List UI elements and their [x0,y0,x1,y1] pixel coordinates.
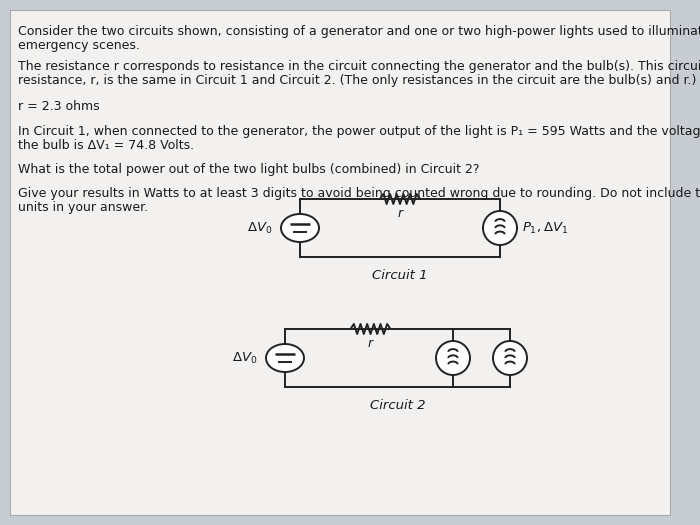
Text: units in your answer.: units in your answer. [18,201,148,214]
Ellipse shape [281,214,319,242]
Text: $P_1, \Delta V_1$: $P_1, \Delta V_1$ [522,220,568,236]
Circle shape [483,211,517,245]
Text: Circuit 1: Circuit 1 [372,269,428,282]
Text: $\Delta V_0$: $\Delta V_0$ [232,351,257,365]
Text: r = 2.3 ohms: r = 2.3 ohms [18,100,99,113]
Text: resistance, r, is the same in Circuit 1 and Circuit 2. (The only resistances in : resistance, r, is the same in Circuit 1 … [18,74,696,87]
Circle shape [436,341,470,375]
Text: In Circuit 1, when connected to the generator, the power output of the light is : In Circuit 1, when connected to the gene… [18,125,700,138]
Text: r: r [398,207,402,220]
Text: r: r [368,337,373,350]
Text: $\Delta V_0$: $\Delta V_0$ [246,220,272,236]
FancyBboxPatch shape [10,10,670,515]
Ellipse shape [266,344,304,372]
Text: The resistance r corresponds to resistance in the circuit connecting the generat: The resistance r corresponds to resistan… [18,60,700,73]
Text: Circuit 2: Circuit 2 [370,399,426,412]
Text: the bulb is ΔV₁ = 74.8 Volts.: the bulb is ΔV₁ = 74.8 Volts. [18,139,194,152]
Circle shape [493,341,527,375]
Text: Give your results in Watts to at least 3 digits to avoid being counted wrong due: Give your results in Watts to at least 3… [18,187,700,200]
Text: Consider the two circuits shown, consisting of a generator and one or two high-p: Consider the two circuits shown, consist… [18,25,700,38]
Text: emergency scenes.: emergency scenes. [18,39,140,52]
Text: What is the total power out of the two light bulbs (combined) in Circuit 2?: What is the total power out of the two l… [18,163,480,176]
